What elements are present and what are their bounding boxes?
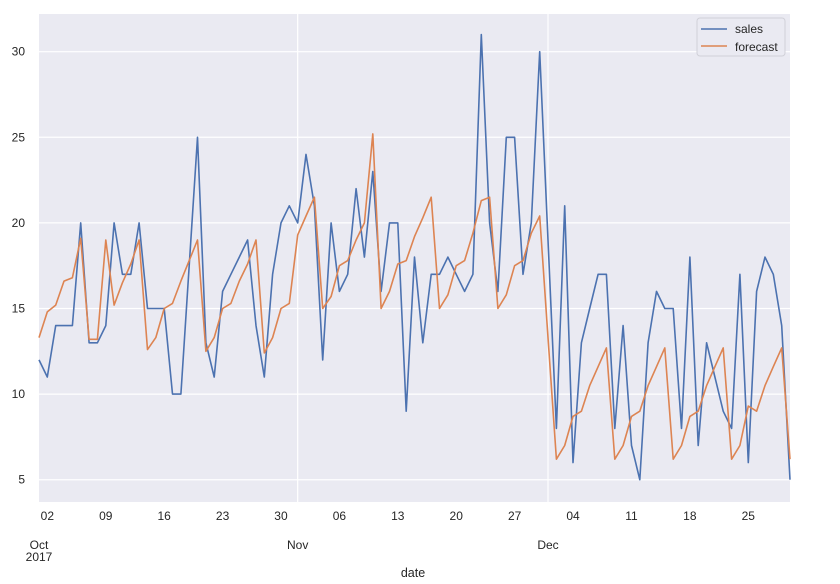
- y-tick-label: 10: [12, 387, 26, 401]
- x-tick-label: 09: [99, 509, 113, 523]
- x-tick-label: 30: [274, 509, 288, 523]
- y-tick-label: 15: [12, 302, 26, 316]
- x-tick-label: 04: [566, 509, 580, 523]
- legend-sales-label: sales: [735, 22, 763, 36]
- x-tick-label: 11: [625, 509, 638, 523]
- x-tick-label: 20: [450, 509, 464, 523]
- x-tick-label: 16: [157, 509, 171, 523]
- x-major-tick-label: Oct: [30, 538, 49, 552]
- y-tick-label: 5: [18, 473, 25, 487]
- series-lines: [38, 33, 791, 481]
- x-major-tick-label: 2017: [26, 550, 53, 564]
- y-tick-label: 25: [12, 130, 26, 144]
- legend-forecast-label: forecast: [735, 40, 778, 54]
- x-tick-label: 02: [41, 509, 55, 523]
- x-tick-label: 13: [391, 509, 405, 523]
- x-tick-label: 18: [683, 509, 697, 523]
- x-tick-label: 23: [216, 509, 230, 523]
- legend: sales forecast: [696, 17, 786, 57]
- x-tick-label: 06: [333, 509, 347, 523]
- y-tick-label: 30: [12, 45, 26, 59]
- x-major-tick-label: Dec: [537, 538, 558, 552]
- series-forecast-line: [38, 133, 791, 461]
- y-tick-label: 20: [12, 216, 26, 230]
- y-axis-ticks: 5 10 15 20 25 30: [12, 45, 26, 487]
- x-major-tick-label: Nov: [287, 538, 308, 552]
- x-tick-label: 27: [508, 509, 522, 523]
- x-axis-label: date: [401, 566, 425, 580]
- x-tick-label: 25: [742, 509, 756, 523]
